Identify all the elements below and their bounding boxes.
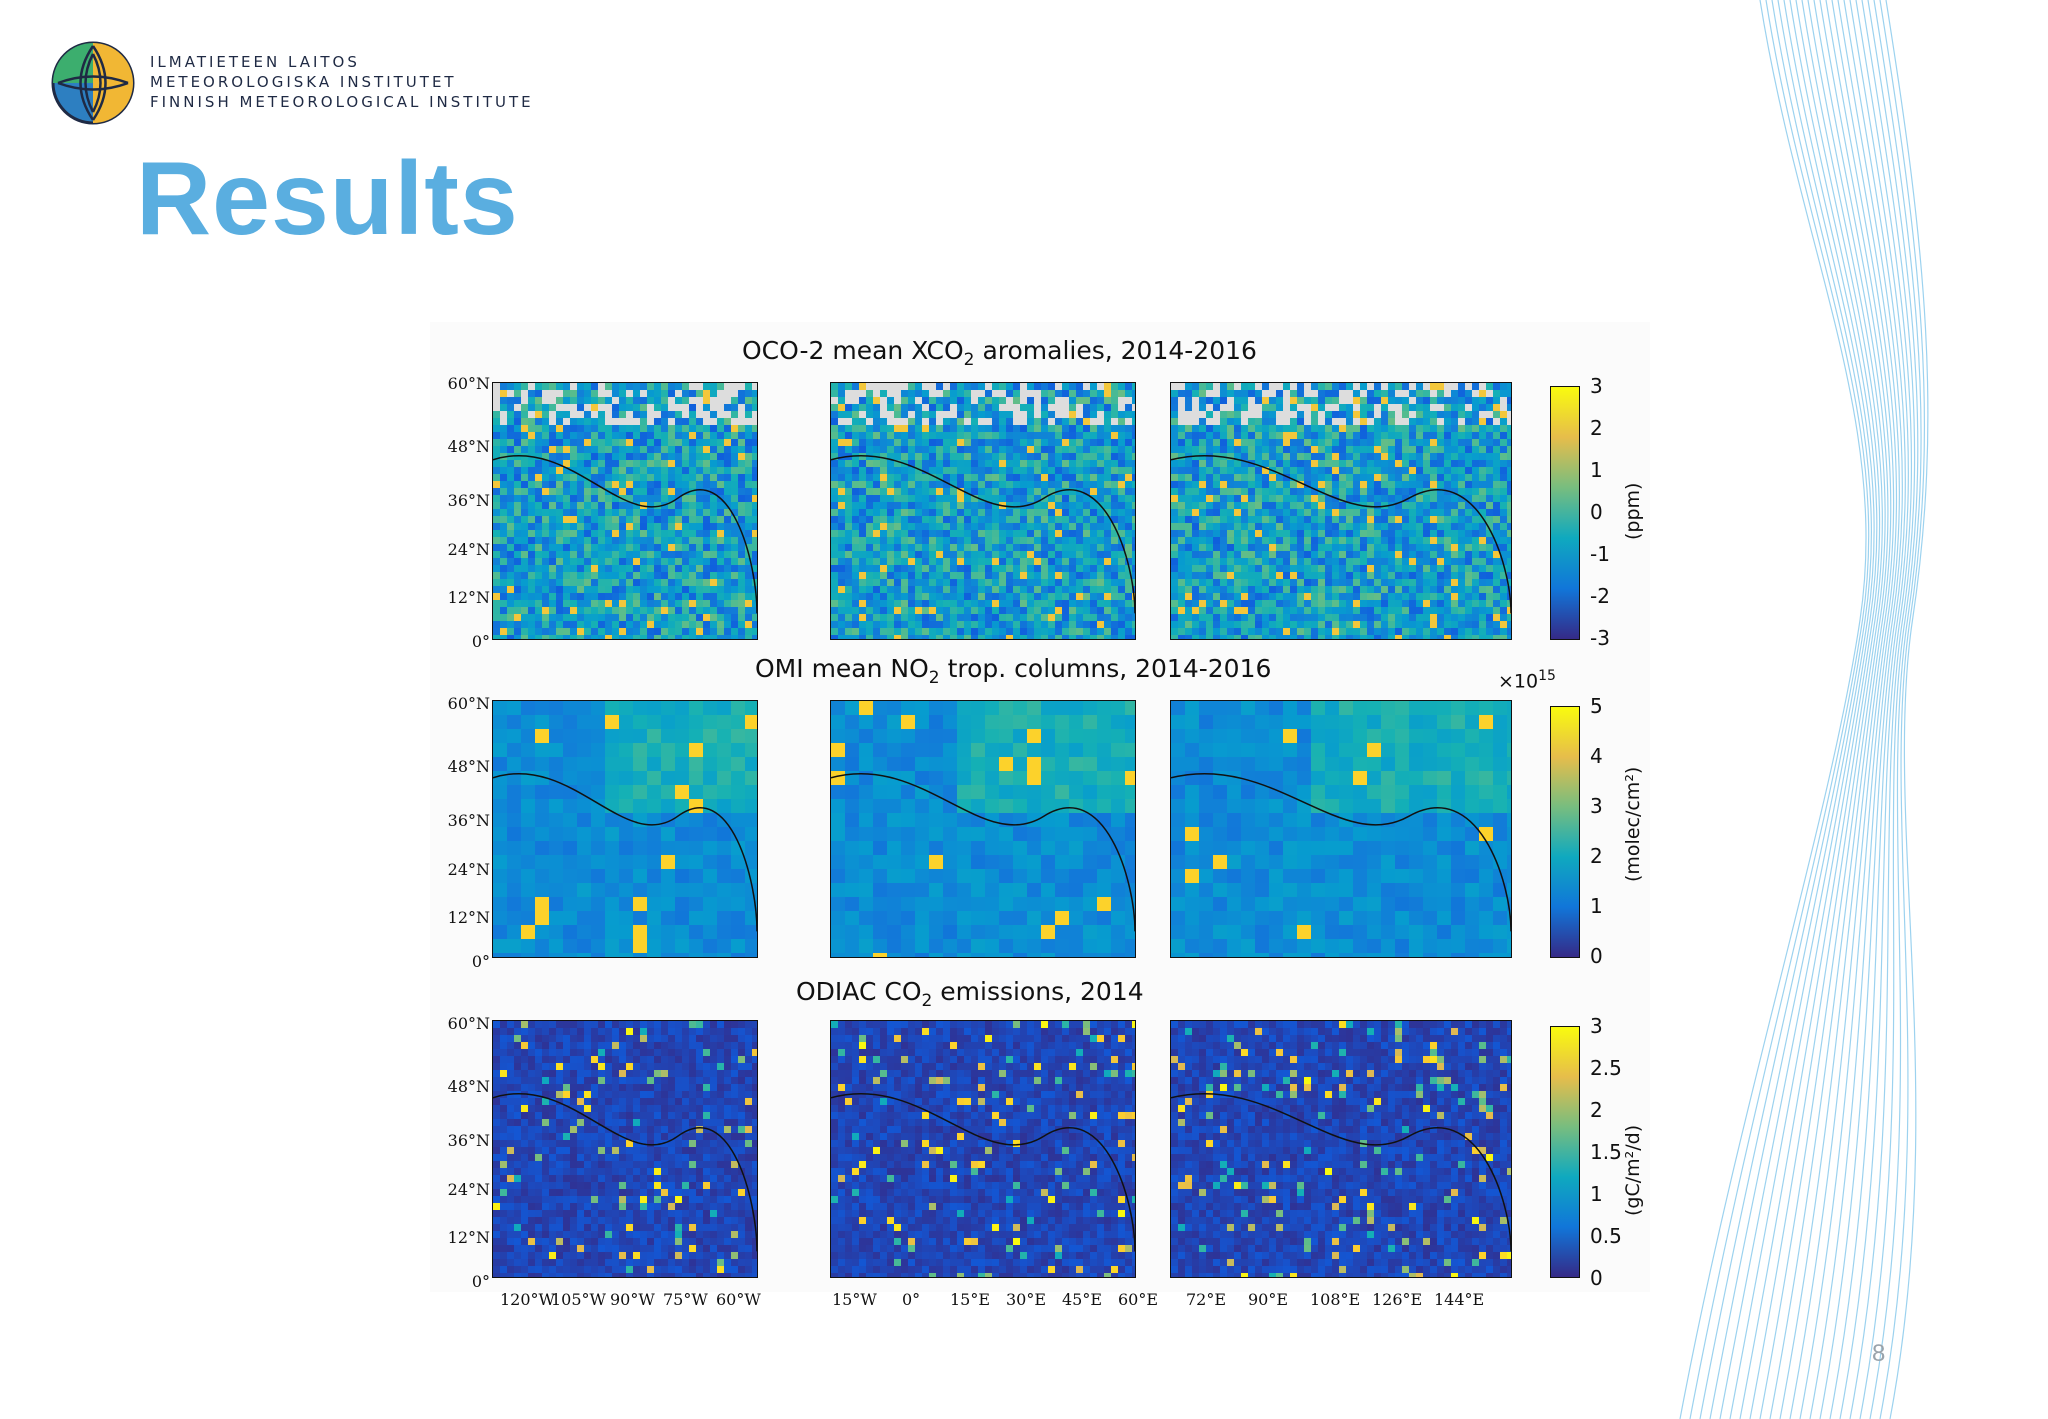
lat-label: 36°N bbox=[447, 1131, 490, 1150]
map-omi-europe-africa bbox=[830, 700, 1136, 958]
map-field bbox=[831, 701, 1135, 957]
lon-label: 15°W bbox=[832, 1290, 877, 1309]
colorbar-tick: 2.5 bbox=[1590, 1056, 1622, 1080]
map-field bbox=[493, 701, 757, 957]
colorbar-tick: 1.5 bbox=[1590, 1140, 1622, 1164]
lat-label: 12°N bbox=[447, 588, 490, 607]
lat-label: 12°N bbox=[447, 908, 490, 927]
row-title-omi: OMI mean NO2 trop. columns, 2014-2016 bbox=[755, 654, 1272, 688]
map-oco2-asia bbox=[1170, 382, 1512, 640]
colorbar-xco2 bbox=[1550, 386, 1580, 640]
colorbar-tick: -1 bbox=[1590, 542, 1610, 566]
slide-title: Results bbox=[136, 141, 519, 257]
colorbar-tick: 4 bbox=[1590, 744, 1603, 768]
lat-label: 0° bbox=[471, 952, 490, 971]
colorbar-co2-emissions bbox=[1550, 1026, 1580, 1278]
map-odiac-europe-africa bbox=[830, 1020, 1136, 1278]
map-field bbox=[1171, 1021, 1511, 1277]
lon-label: 90°W bbox=[610, 1290, 655, 1309]
colorbar-tick: 0 bbox=[1590, 500, 1603, 524]
lon-label: 90°E bbox=[1248, 1290, 1289, 1309]
lat-label: 60°N bbox=[447, 1014, 490, 1033]
colorbar-tick: -2 bbox=[1590, 584, 1610, 608]
lat-label: 24°N bbox=[447, 1180, 490, 1199]
lat-label: 60°N bbox=[447, 374, 490, 393]
lon-label: 120°W bbox=[500, 1290, 555, 1309]
institute-name-fi: ILMATIETEEN LAITOS bbox=[150, 53, 360, 71]
row-title-odiac: ODIAC CO2 emissions, 2014 bbox=[796, 977, 1144, 1011]
page-number: 8 bbox=[1872, 1340, 1886, 1367]
lon-label: 30°E bbox=[1006, 1290, 1047, 1309]
map-field bbox=[493, 383, 757, 639]
colorbar-tick: -3 bbox=[1590, 626, 1610, 650]
fmi-logo bbox=[51, 41, 135, 125]
lon-label: 105°W bbox=[551, 1290, 606, 1309]
map-odiac-north-america bbox=[492, 1020, 758, 1278]
colorbar-exponent: ×1015 bbox=[1498, 668, 1556, 693]
map-odiac-asia bbox=[1170, 1020, 1512, 1278]
lat-label: 0° bbox=[471, 632, 490, 651]
map-field bbox=[493, 1021, 757, 1277]
colorbar-tick: 5 bbox=[1590, 694, 1603, 718]
colorbar-tick: 3 bbox=[1590, 1014, 1603, 1038]
map-omi-north-america bbox=[492, 700, 758, 958]
lat-label: 60°N bbox=[447, 694, 490, 713]
colorbar-unit: (ppm) bbox=[1622, 482, 1644, 540]
institute-name-en: FINNISH METEOROLOGICAL INSTITUTE bbox=[150, 93, 534, 111]
lat-label: 48°N bbox=[447, 1077, 490, 1096]
institute-name: ILMATIETEEN LAITOS METEOROLOGISKA INSTIT… bbox=[150, 52, 534, 112]
colorbar-tick: 3 bbox=[1590, 374, 1603, 398]
colorbar-unit: (molec/cm²) bbox=[1622, 766, 1644, 882]
lat-label: 36°N bbox=[447, 491, 490, 510]
colorbar-no2 bbox=[1550, 706, 1580, 958]
colorbar-tick: 1 bbox=[1590, 894, 1603, 918]
colorbar-tick: 2 bbox=[1590, 844, 1603, 868]
institute-name-sv: METEOROLOGISKA INSTITUTET bbox=[150, 73, 457, 91]
lon-label: 75°W bbox=[663, 1290, 708, 1309]
colorbar-tick: 0 bbox=[1590, 1266, 1603, 1290]
lat-label: 12°N bbox=[447, 1228, 490, 1247]
colorbar-tick: 3 bbox=[1590, 794, 1603, 818]
lon-label: 72°E bbox=[1186, 1290, 1227, 1309]
lon-label: 0° bbox=[902, 1290, 921, 1309]
lat-label: 24°N bbox=[447, 860, 490, 879]
map-oco2-europe-africa bbox=[830, 382, 1136, 640]
map-field bbox=[1171, 383, 1511, 639]
map-omi-asia bbox=[1170, 700, 1512, 958]
lat-label: 48°N bbox=[447, 437, 490, 456]
lat-label: 0° bbox=[471, 1272, 490, 1291]
colorbar-tick: 0.5 bbox=[1590, 1224, 1622, 1248]
colorbar-tick: 1 bbox=[1590, 1182, 1603, 1206]
lon-label: 144°E bbox=[1434, 1290, 1485, 1309]
map-field bbox=[1171, 701, 1511, 957]
lon-label: 60°E bbox=[1118, 1290, 1159, 1309]
row-title-oco2: OCO-2 mean XCO2 aromalies, 2014-2016 bbox=[742, 336, 1257, 370]
lon-label: 15°E bbox=[950, 1290, 991, 1309]
lon-label: 60°W bbox=[716, 1290, 761, 1309]
lat-label: 24°N bbox=[447, 540, 490, 559]
colorbar-tick: 2 bbox=[1590, 1098, 1603, 1122]
colorbar-tick: 1 bbox=[1590, 458, 1603, 482]
map-field bbox=[831, 1021, 1135, 1277]
lon-label: 45°E bbox=[1062, 1290, 1103, 1309]
lat-label: 36°N bbox=[447, 811, 490, 830]
lon-label: 108°E bbox=[1310, 1290, 1361, 1309]
colorbar-tick: 2 bbox=[1590, 416, 1603, 440]
results-figure: OCO-2 mean XCO2 aromalies, 2014-2016 OMI… bbox=[430, 322, 1650, 1309]
colorbar-unit: (gC/m²/d) bbox=[1622, 1124, 1644, 1216]
lon-label: 126°E bbox=[1372, 1290, 1423, 1309]
colorbar-tick: 0 bbox=[1590, 944, 1603, 968]
lat-label: 48°N bbox=[447, 757, 490, 776]
map-oco2-north-america bbox=[492, 382, 758, 640]
map-field bbox=[831, 383, 1135, 639]
